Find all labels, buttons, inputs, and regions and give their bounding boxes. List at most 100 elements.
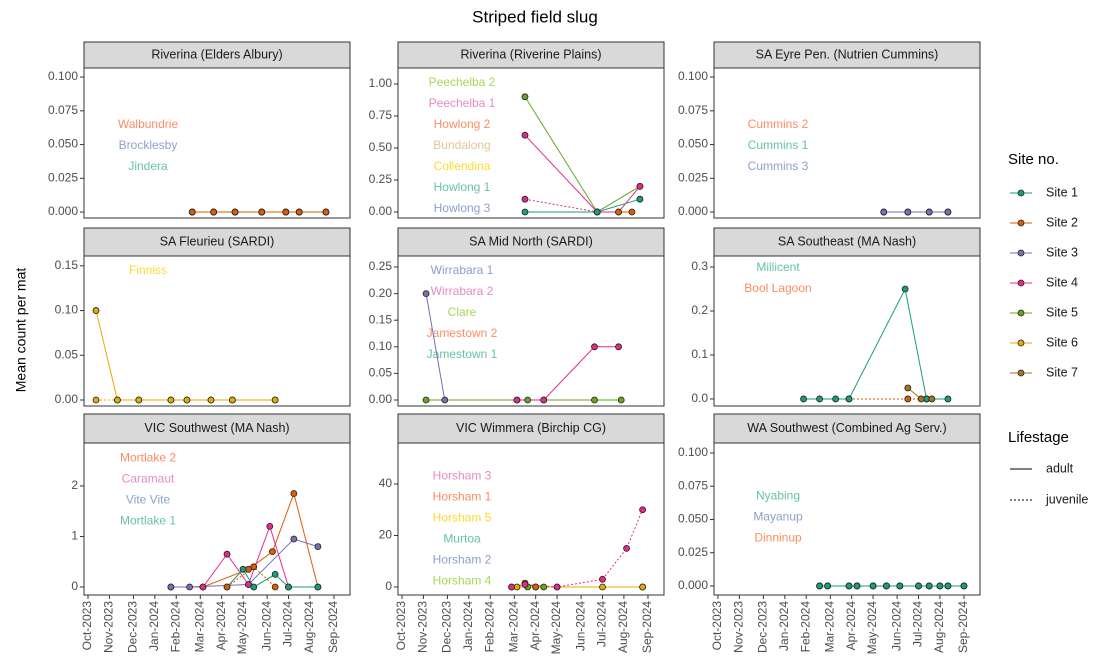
data-point [207, 396, 215, 404]
site-annotation: Horsham 2 [433, 553, 492, 567]
strip-title: VIC Wimmera (Birchip CG) [456, 421, 606, 435]
facet: WA Southwest (Combined Ag Serv.) 0.000 0.0… [678, 413, 981, 654]
site-annotation: Brocklesby [119, 138, 178, 152]
y-tick-label: 0.025 [678, 545, 708, 559]
site-annotation: Mortlake 2 [120, 450, 176, 464]
legend-key-point [1017, 189, 1025, 197]
site-annotation: Bool Lagoon [744, 281, 811, 295]
x-tick-label: Oct-2023 [710, 601, 724, 651]
plot-panel [83, 67, 351, 219]
data-point [532, 583, 540, 591]
y-tick-label: 0.025 [48, 170, 78, 184]
site-annotation: Mortlake 1 [120, 513, 176, 527]
facet: SA Eyre Pen. (Nutrien Cummins) 0.000 0.025… [678, 41, 981, 219]
data-point [295, 208, 303, 216]
site-annotation: Jamestown 2 [427, 326, 498, 340]
data-point [944, 208, 952, 216]
y-tick-label: 40 [379, 476, 393, 490]
data-point [623, 544, 630, 552]
data-point [845, 582, 853, 590]
y-tick-label: 0.075 [48, 103, 78, 117]
x-tick-label: May-2024 [549, 601, 563, 655]
data-point [223, 583, 231, 591]
site-annotation: Horsham 5 [433, 511, 492, 525]
y-tick-label: 0.075 [678, 478, 708, 492]
y-tick-label: 0.0 [691, 391, 708, 405]
x-tick-label: Sep-2024 [640, 601, 654, 653]
facet: SA Fleurieu (SARDI) 0.00 0.05 0.10 0.15 Finni… [55, 227, 351, 407]
y-tick-label: 0.100 [678, 69, 708, 83]
legend-key-point [1017, 249, 1025, 257]
legend-label: Site 4 [1046, 275, 1078, 289]
data-point [250, 583, 258, 591]
data-point [824, 582, 832, 590]
site-annotation: Finniss [129, 263, 167, 277]
strip [83, 413, 351, 444]
plot-panel [397, 67, 665, 219]
legend-key-point [1017, 279, 1025, 287]
series-line [511, 509, 644, 588]
plot-panel [83, 255, 351, 407]
data-point [521, 131, 529, 139]
data-point [936, 582, 944, 590]
site-annotation: Cummins 2 [748, 117, 809, 131]
data-point [167, 583, 175, 591]
data-point [904, 384, 912, 392]
y-tick-label: 0.10 [369, 339, 393, 353]
data-point [636, 195, 644, 203]
legend-key-point [1017, 369, 1025, 377]
y-tick-label: 0.00 [369, 392, 393, 406]
data-point [639, 583, 647, 591]
data-point [904, 208, 912, 216]
facet: Riverina (Elders Albury) 0.000 0.025 0.050 0… [48, 41, 351, 219]
data-point [524, 396, 532, 404]
x-tick-label: Feb-2024 [168, 601, 182, 653]
site-annotation: Howlong 1 [434, 180, 491, 194]
strip-title: SA Eyre Pen. (Nutrien Cummins) [756, 47, 939, 61]
y-tick-label: 0.00 [369, 204, 393, 218]
data-point [615, 343, 622, 351]
x-tick-label: Aug-2024 [302, 601, 316, 653]
data-point [322, 208, 330, 216]
data-point [615, 208, 622, 216]
legend-label: adult [1046, 461, 1074, 475]
y-tick-label: 0.25 [369, 259, 393, 273]
data-point [183, 396, 191, 404]
y-tick-label: 0.25 [369, 172, 393, 186]
y-tick-label: 0 [385, 579, 392, 593]
site-annotation: Bundalong [433, 138, 490, 152]
data-point [540, 583, 548, 591]
data-point [285, 583, 292, 591]
y-tick-label: 0.05 [369, 366, 393, 380]
y-tick-label: 0.000 [48, 204, 78, 218]
plot-panel [397, 442, 665, 596]
data-point [521, 93, 529, 101]
y-tick-label: 1 [71, 529, 78, 543]
strip [397, 41, 665, 69]
facet: Riverina (Riverine Plains) 0.00 0.25 0.50 0.… [369, 41, 665, 219]
site-annotation: Peechelba 2 [429, 75, 496, 89]
x-tick-label: Aug-2024 [932, 601, 946, 653]
x-tick-label: Apr-2024 [844, 601, 858, 651]
x-tick-label: Dec-2023 [126, 601, 140, 653]
y-tick-label: 0.15 [369, 312, 393, 326]
legend-label: juvenile [1045, 492, 1088, 506]
data-point [422, 290, 430, 298]
plot-panel [713, 442, 981, 596]
x-tick-label: Jan-2024 [461, 601, 475, 651]
y-tick-label: 0.20 [369, 286, 393, 300]
data-point [639, 506, 647, 514]
data-point [617, 396, 625, 404]
data-point [186, 583, 193, 591]
data-point [593, 208, 601, 216]
strip [713, 227, 981, 257]
legend-label: Site 5 [1046, 305, 1078, 319]
y-tick-label: 0.3 [691, 259, 708, 273]
data-point [441, 396, 449, 404]
data-point [521, 195, 529, 203]
data-point [944, 395, 952, 403]
data-point [92, 396, 100, 404]
data-point [591, 343, 598, 351]
data-point [239, 565, 247, 573]
y-tick-label: 0.15 [55, 258, 79, 272]
